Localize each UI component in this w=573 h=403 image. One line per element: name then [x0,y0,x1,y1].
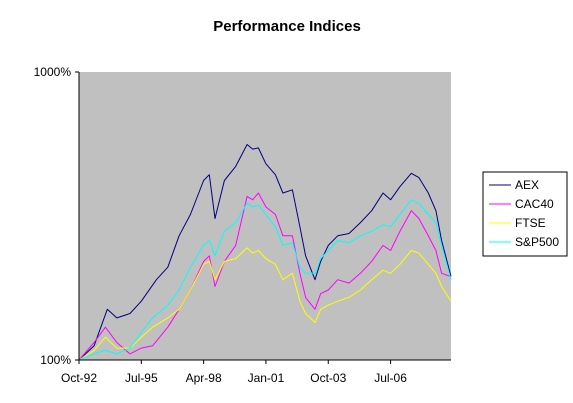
y-tick-label: 1000% [34,65,72,79]
y-tick-label: 100% [40,353,71,367]
series-layer [78,144,452,361]
legend-label-cac40: CAC40 [515,197,554,211]
series-line-aex [78,144,452,361]
series-line-sp500 [78,199,452,361]
x-tick-label: Jul-06 [374,371,407,385]
legend: AEX CAC40 FTSE S&P500 [482,171,568,257]
chart-title: Performance Indices [213,18,361,35]
legend-label-aex: AEX [515,178,539,192]
legend-label-sp500: S&P500 [515,235,559,249]
x-tick-label: Apr-98 [186,371,222,385]
legend-label-ftse: FTSE [515,216,546,230]
x-axis-ticks: Oct-92 Jul-95 Apr-98 Jan-01 Oct-03 Jul-06 [61,360,407,385]
y-axis-ticks: 100% 1000% [34,65,79,367]
x-tick-label: Oct-03 [310,371,346,385]
x-tick-label: Jan-01 [248,371,285,385]
x-tick-label: Oct-92 [61,371,97,385]
plot-area [79,72,451,360]
series-line-ftse [78,247,452,361]
x-tick-label: Jul-95 [125,371,158,385]
series-line-cac40 [78,192,452,361]
